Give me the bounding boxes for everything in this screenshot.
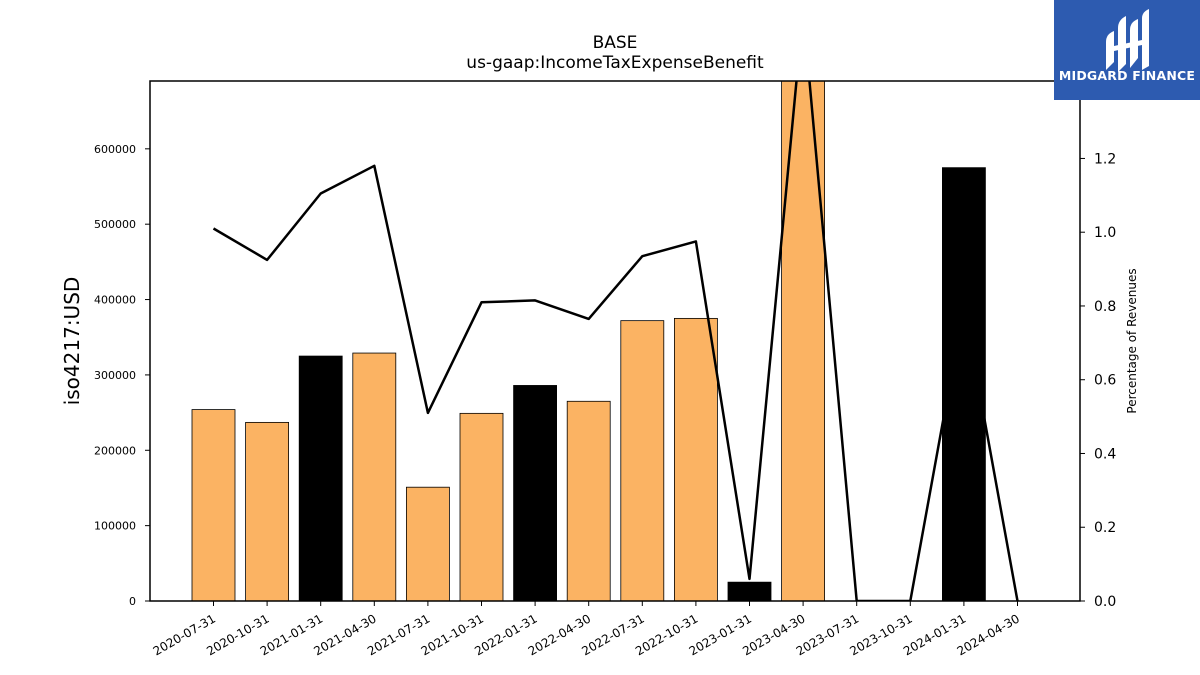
bar-2020-10-31 xyxy=(245,421,290,601)
bar-2021-10-31 xyxy=(459,412,504,601)
y-tick-label: 600000 xyxy=(94,143,136,156)
logo-text: MIDGARD FINANCE xyxy=(1058,68,1196,83)
bar-2022-10-31 xyxy=(674,317,718,601)
bar-2022-07-31 xyxy=(620,320,665,601)
bar-2021-04-30 xyxy=(352,352,397,601)
y2-tick-label: 0.4 xyxy=(1094,446,1116,462)
y2-tick-label: 1.0 xyxy=(1094,225,1116,241)
y2-axis-label: Percentage of Revenues xyxy=(1125,268,1139,413)
logo: MIDGARD FINANCE xyxy=(1054,0,1200,100)
bar-2023-01-31 xyxy=(727,581,772,601)
bar-2021-07-31 xyxy=(405,486,450,601)
bar-2022-01-31 xyxy=(513,385,557,601)
bar-2022-04-30 xyxy=(566,400,611,601)
y-tick-label: 100000 xyxy=(94,520,136,533)
y2-tick-label: 1.2 xyxy=(1094,151,1116,167)
y-tick-label: 500000 xyxy=(94,218,136,231)
y-axis-label: iso4217:USD xyxy=(60,277,84,406)
y-tick-label: 400000 xyxy=(94,294,136,307)
y-tick-label: 200000 xyxy=(94,444,136,457)
y2-tick-label: 0.8 xyxy=(1094,299,1116,315)
chart-title: BASE xyxy=(593,33,638,53)
plot-frame xyxy=(149,80,1081,602)
chart-subtitle: us-gaap:IncomeTaxExpenseBenefit xyxy=(466,53,764,73)
bar-2020-07-31 xyxy=(191,409,236,601)
y2-tick-label: 0.6 xyxy=(1094,373,1116,389)
y2-tick-label: 0.0 xyxy=(1094,594,1116,610)
y-tick-label: 0 xyxy=(129,595,136,608)
bar-2021-01-31 xyxy=(298,355,343,601)
line-percentage-of-revenues xyxy=(212,81,1019,601)
y2-tick-label: 0.2 xyxy=(1094,520,1116,536)
y-tick-label: 300000 xyxy=(94,369,136,382)
midgard-logo-icon xyxy=(1106,9,1149,72)
bar-2023-04-30 xyxy=(781,81,825,601)
